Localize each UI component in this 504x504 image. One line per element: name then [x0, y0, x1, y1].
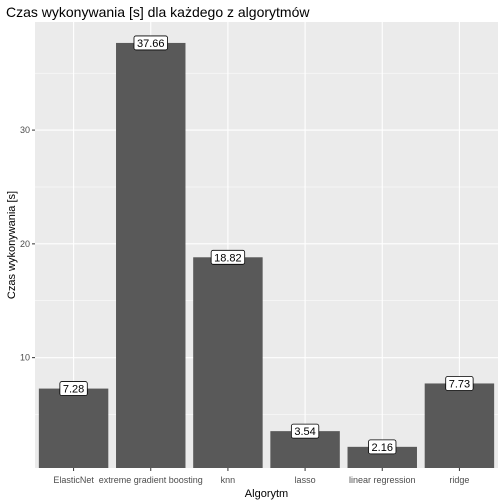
data-label-text: 7.28 — [63, 384, 84, 396]
bar — [347, 446, 417, 468]
data-label: 7.28 — [59, 381, 88, 396]
chart-title: Czas wykonywania [s] dla każdego z algor… — [6, 4, 310, 20]
data-label-box — [210, 249, 246, 265]
plot-panel — [35, 22, 498, 468]
data-label-text: 37.66 — [137, 38, 165, 50]
x-tick-label: linear regression — [349, 475, 416, 485]
bar — [116, 42, 186, 468]
data-label: 37.66 — [133, 35, 168, 51]
data-label-box — [290, 423, 320, 439]
data-label-box — [133, 35, 168, 51]
y-axis: 10 20 30 — [20, 125, 35, 363]
y-tick-label: 30 — [20, 125, 30, 135]
data-label-box — [445, 376, 474, 391]
data-label-text: 3.54 — [294, 426, 315, 438]
data-label: 3.54 — [290, 423, 320, 439]
x-axis-title: Algorytm — [245, 488, 288, 500]
y-tick-label: 10 — [20, 353, 30, 363]
bars — [38, 42, 495, 468]
grid-minor — [35, 72, 498, 415]
x-tick-label: knn — [221, 475, 236, 485]
data-labels: 7.28 37.66 18.82 3.54 2.16 7.73 — [59, 35, 474, 455]
bar — [38, 388, 109, 468]
y-axis-title: Czas wykonywania [s] — [6, 191, 18, 299]
x-tick-label: ridge — [449, 475, 469, 485]
x-tick-label: ElasticNet — [53, 475, 94, 485]
y-tick-label: 20 — [20, 239, 30, 249]
bar — [424, 383, 495, 468]
data-label: 2.16 — [368, 439, 397, 455]
x-tick-label: lasso — [295, 475, 316, 485]
data-label: 18.82 — [210, 249, 246, 265]
data-label-box — [368, 439, 397, 455]
x-tick-label: extreme gradient boosting — [99, 475, 203, 485]
data-label-text: 7.73 — [449, 378, 470, 390]
data-label-text: 18.82 — [214, 252, 242, 264]
data-label-text: 2.16 — [372, 442, 393, 454]
x-axis: ElasticNet extreme gradient boosting knn la… — [53, 468, 469, 485]
bar — [193, 257, 263, 468]
data-label-box — [59, 381, 88, 396]
data-label: 7.73 — [445, 376, 474, 391]
